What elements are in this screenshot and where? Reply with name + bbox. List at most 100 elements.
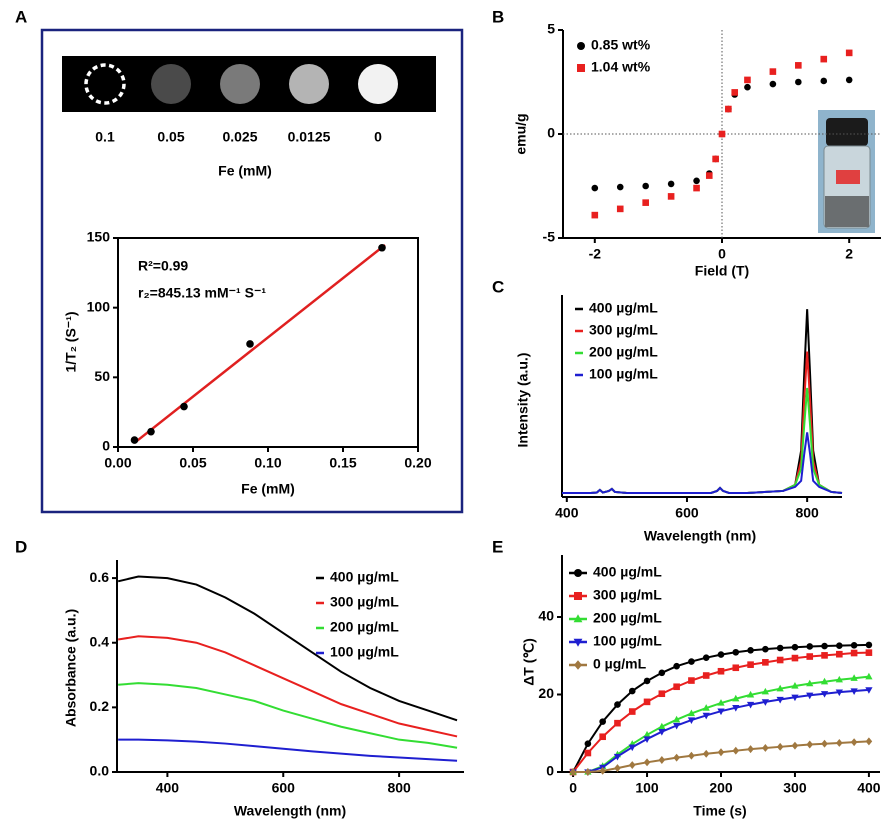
x-tick-label: 0.10	[254, 455, 281, 471]
sample-label: 0.0125	[288, 129, 331, 145]
marker	[659, 670, 666, 677]
y-axis-label: ΔT (℃)	[521, 638, 537, 686]
sample-label: 0.1	[95, 129, 115, 145]
marker	[747, 745, 754, 753]
marker	[574, 592, 582, 600]
y-axis-label: Absorbance (a.u.)	[63, 609, 79, 727]
legend-label: 100 µg/mL	[593, 633, 662, 649]
legend-label: 300 µg/mL	[593, 587, 662, 603]
marker	[747, 661, 754, 668]
marker	[673, 683, 680, 690]
x-axis-label: Field (T)	[695, 263, 749, 279]
legend-label: 400 µg/mL	[593, 564, 662, 580]
legend-label: 100 µg/mL	[589, 366, 658, 382]
y-tick-label: 0.6	[90, 569, 110, 585]
marker	[792, 742, 799, 750]
sample-label: 0	[374, 129, 382, 145]
vial-cap	[826, 118, 868, 146]
panel-letter: A	[15, 7, 27, 26]
marker	[644, 699, 651, 706]
y-tick-label: 0	[102, 438, 110, 454]
x-tick-label: 600	[272, 780, 296, 796]
marker	[592, 212, 599, 219]
marker	[770, 81, 777, 88]
x-axis-label: Wavelength (nm)	[234, 803, 346, 819]
marker	[642, 199, 649, 206]
marker	[718, 668, 725, 675]
x-axis-label: Fe (mM)	[218, 163, 272, 179]
y-tick-label: 100	[87, 298, 111, 314]
marker	[846, 50, 853, 57]
annotation: r₂=845.13 mM⁻¹ S⁻¹	[138, 285, 266, 301]
vial-liquid	[825, 196, 869, 227]
marker	[866, 642, 873, 649]
marker	[147, 428, 155, 436]
panel-letter: E	[492, 537, 503, 556]
marker	[718, 748, 725, 756]
x-tick-label: 400	[156, 780, 180, 796]
panel-letter: D	[15, 537, 27, 556]
sample-label: 0.025	[222, 129, 257, 145]
legend-label: 200 µg/mL	[589, 344, 658, 360]
marker	[659, 690, 666, 697]
y-tick-label: 0	[546, 763, 554, 779]
x-tick-label: 400	[857, 780, 881, 796]
series-line	[118, 683, 457, 748]
marker	[732, 649, 739, 656]
marker	[777, 645, 784, 652]
marker	[777, 657, 784, 664]
marker	[693, 185, 700, 192]
marker	[820, 56, 827, 63]
y-tick-label: 40	[538, 608, 554, 624]
x-axis-label: Wavelength (nm)	[644, 528, 756, 544]
marker	[585, 768, 592, 776]
marker	[866, 737, 873, 745]
annotation: R²=0.99	[138, 258, 188, 274]
marker	[574, 660, 582, 670]
marker	[851, 738, 858, 746]
marker	[629, 708, 636, 715]
x-tick-label: 600	[675, 505, 699, 521]
y-tick-label: 5	[547, 21, 555, 37]
marker	[644, 678, 651, 685]
marker	[762, 659, 769, 666]
y-tick-label: 0.0	[90, 763, 110, 779]
x-tick-label: 200	[709, 780, 733, 796]
marker	[777, 743, 784, 751]
y-tick-label: 0	[547, 125, 555, 141]
x-tick-label: 300	[783, 780, 807, 796]
panel-letter: B	[492, 7, 504, 26]
x-tick-label: -2	[589, 246, 602, 262]
legend-label: 200 µg/mL	[593, 610, 662, 626]
marker	[703, 750, 710, 758]
marker	[732, 664, 739, 671]
marker	[668, 193, 675, 200]
marker	[747, 647, 754, 654]
legend-label: 400 µg/mL	[330, 569, 399, 585]
marker	[703, 654, 710, 661]
x-tick-label: 0	[569, 780, 577, 796]
y-tick-label: 150	[87, 229, 111, 245]
marker	[836, 651, 843, 658]
marker	[820, 78, 827, 85]
phantom-well	[358, 64, 398, 104]
sample-label: 0.05	[157, 129, 184, 145]
legend-label: 100 µg/mL	[330, 644, 399, 660]
marker	[614, 701, 621, 708]
phantom-well	[289, 64, 329, 104]
marker	[732, 747, 739, 755]
marker	[577, 64, 585, 72]
marker	[725, 106, 732, 113]
marker	[629, 688, 636, 695]
legend-label: 0 µg/mL	[593, 656, 647, 672]
marker	[744, 84, 751, 91]
y-axis-label: 1/T₂ (S⁻¹)	[63, 311, 79, 372]
marker	[792, 644, 799, 651]
fit-line	[135, 245, 386, 443]
marker	[644, 758, 651, 766]
marker	[668, 181, 675, 188]
x-tick-label: 0.05	[179, 455, 206, 471]
marker	[693, 178, 700, 185]
marker	[599, 733, 606, 740]
marker	[599, 718, 606, 725]
